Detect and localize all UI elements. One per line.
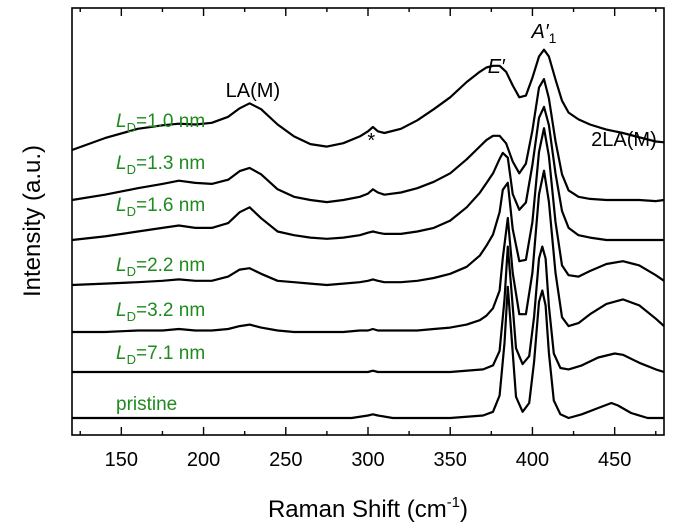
series-label-subscript: D <box>127 352 136 367</box>
series-label-rest: =1.3 nm <box>136 153 205 174</box>
series-label-subscript: D <box>127 120 136 135</box>
series-label-rest: =2.2 nm <box>136 255 205 276</box>
peak-annotation: A′1 <box>531 21 557 46</box>
series-label-subscript: D <box>127 162 136 177</box>
peak-annotation: 2LA(M) <box>591 129 657 151</box>
series-line <box>71 78 665 204</box>
series-label-subscript: D <box>127 264 136 279</box>
x-axis-title: Raman Shift (cm-1) <box>268 494 468 523</box>
series-label-main: L <box>116 195 127 216</box>
series-label: LD=7.1 nm <box>116 343 205 367</box>
series-label-main: L <box>116 153 127 174</box>
series-curves <box>71 48 665 420</box>
series-label-subscript: D <box>127 204 136 219</box>
series-line <box>71 127 665 287</box>
series-label: LD=1.6 nm <box>116 195 205 219</box>
series-label: LD=1.3 nm <box>116 153 205 177</box>
series-line <box>71 48 665 152</box>
series-label-main: L <box>116 343 127 364</box>
x-axis-title-close: ) <box>460 496 468 523</box>
peak-annotation: * <box>367 130 375 152</box>
series-line <box>72 285 664 420</box>
series-label-rest: =1.6 nm <box>136 195 205 216</box>
series-label-subscript: D <box>127 309 136 324</box>
series-label-main: L <box>116 255 127 276</box>
x-tick-labels: 150 200 250 300 350 400 450 <box>105 449 632 471</box>
series-line <box>72 245 665 374</box>
series-label: LD=3.2 nm <box>116 300 205 324</box>
peak-annotations: LA(M) * E′ A′1 2LA(M) <box>226 21 657 152</box>
series-label: LD=1.0 nm <box>116 111 205 135</box>
x-tick-label: 200 <box>187 449 220 471</box>
series-label-rest: =1.0 nm <box>136 111 205 132</box>
series-line <box>71 105 664 242</box>
x-tick-label: 300 <box>351 449 384 471</box>
series-label: pristine <box>116 394 177 415</box>
peak-annotation: LA(M) <box>226 80 280 102</box>
y-axis-title: Intensity (a.u.) <box>19 145 46 297</box>
series-label-rest: =7.1 nm <box>136 343 205 364</box>
peak-annotation: E′ <box>488 56 506 78</box>
x-tick-label: 450 <box>598 449 631 471</box>
series-line <box>72 169 665 334</box>
series-label: LD=2.2 nm <box>116 255 205 279</box>
series-label-main: L <box>116 111 127 132</box>
x-tick-label: 400 <box>516 449 549 471</box>
axis-ticks <box>79 8 657 435</box>
x-tick-label: 350 <box>434 449 467 471</box>
series-label-main: L <box>116 300 127 321</box>
series-label-rest: =3.2 nm <box>136 300 205 321</box>
x-axis-title-superscript: -1 <box>447 494 460 511</box>
x-tick-label: 150 <box>105 449 138 471</box>
x-tick-label: 250 <box>269 449 302 471</box>
